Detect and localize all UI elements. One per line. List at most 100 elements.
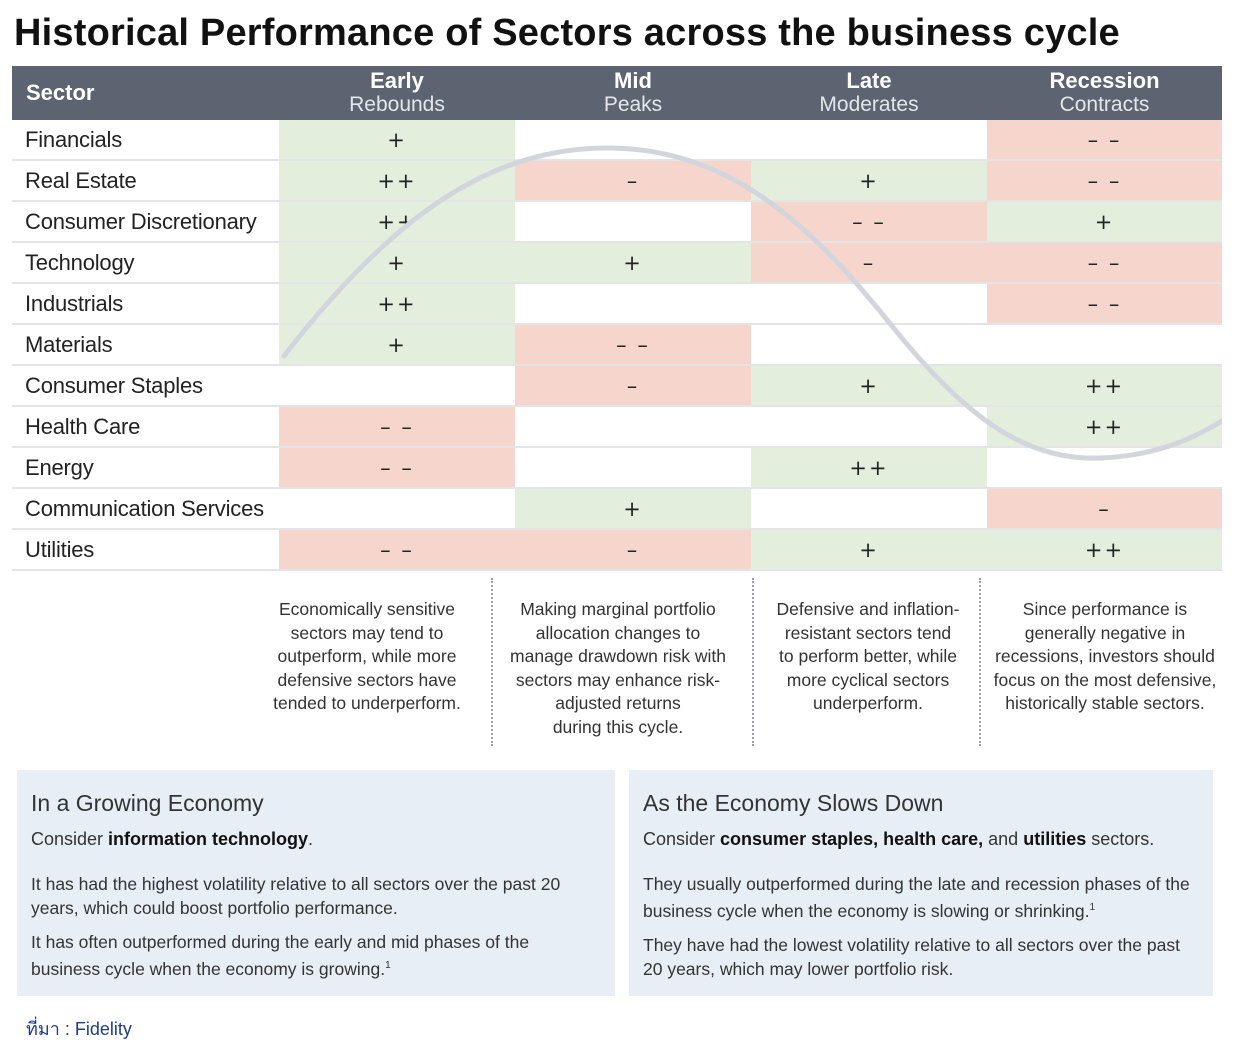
source-credit: ที่มา : Fidelity	[26, 1019, 132, 1039]
panel-consider: Consider information technology.	[31, 829, 601, 850]
performance-symbol: +	[859, 537, 879, 562]
phase-name: Mid	[614, 68, 652, 93]
note-line: sectors may enhance risk-	[515, 669, 721, 690]
performance-cell	[987, 447, 1222, 489]
performance-cell: ++	[279, 283, 515, 325]
performance-cell: +	[279, 242, 515, 284]
note-divider	[752, 578, 754, 746]
performance-cell	[751, 283, 987, 325]
footnote-marker: 1	[1089, 902, 1096, 913]
note-line: Economically sensitive	[278, 599, 456, 619]
sector-performance-table: Sector Early Rebounds Mid Peaks Late Modera…	[12, 66, 1222, 571]
performance-cell: ++	[279, 201, 515, 243]
performance-cell: ++	[987, 529, 1222, 571]
performance-symbol: ++	[849, 455, 889, 480]
paragraph-text: They have had the lowest volatility rela…	[643, 934, 1180, 979]
performance-cell: – –	[987, 120, 1222, 161]
performance-cell: –	[515, 365, 751, 407]
performance-cell: ++	[987, 406, 1222, 448]
table-row: Industrials ++ – –	[12, 283, 1222, 325]
performance-symbol: –	[626, 537, 640, 562]
performance-cell	[751, 324, 987, 366]
performance-cell	[515, 406, 751, 448]
performance-symbol: – –	[380, 414, 414, 439]
note-line: underperform.	[813, 693, 923, 713]
phase-header-mid: Mid Peaks	[515, 66, 751, 120]
phase-notes: Economically sensitive sectors may tend t…	[0, 578, 1236, 748]
performance-cell: – –	[987, 160, 1222, 202]
performance-cell: +	[515, 488, 751, 530]
performance-cell: +	[279, 120, 515, 161]
phase-header-recession: Recession Contracts	[987, 66, 1222, 120]
growing-economy-panel: In a Growing Economy Consider informatio…	[17, 770, 615, 996]
performance-symbol: – –	[1087, 168, 1122, 193]
sector-name: Materials	[12, 324, 279, 366]
performance-symbol: ++	[1084, 537, 1125, 562]
sector-name: Communication Services	[12, 488, 279, 530]
performance-symbol: – –	[1087, 291, 1122, 316]
table-row: Energy – – ++	[12, 447, 1222, 489]
performance-cell: – –	[751, 201, 987, 243]
sector-name: Industrials	[12, 283, 279, 325]
note-line: allocation changes to	[535, 622, 701, 643]
sector-name: Utilities	[12, 529, 279, 571]
performance-cell: +	[987, 201, 1222, 243]
performance-cell: – –	[279, 447, 515, 489]
performance-symbol: +	[623, 250, 643, 275]
panel-heading: As the Economy Slows Down	[643, 790, 944, 816]
note-line: more cyclical sectors	[786, 669, 950, 690]
performance-symbol: –	[862, 250, 876, 275]
performance-cell: +	[751, 529, 987, 571]
performance-cell	[515, 447, 751, 489]
phase-sub: Moderates	[819, 93, 919, 116]
phase-sub: Contracts	[1059, 93, 1150, 116]
performance-symbol: +	[1094, 209, 1115, 234]
note-line: to perform better, while	[779, 646, 957, 666]
paragraph-text: It has often outperformed during the ear…	[31, 932, 530, 979]
phase-sub: Rebounds	[349, 93, 445, 116]
performance-cell: – –	[515, 324, 751, 366]
consider-highlight: information technology	[108, 829, 309, 849]
table-row: Real Estate ++ – + – –	[12, 160, 1222, 202]
note-line: Making marginal portfolio	[520, 599, 716, 619]
sector-name: Technology	[12, 242, 279, 284]
performance-cell	[515, 283, 751, 325]
table-row: Materials + – –	[12, 324, 1222, 366]
note-line: generally negative in	[1024, 622, 1186, 643]
consider-highlight: consumer staples, health care,	[720, 829, 984, 849]
performance-symbol: – –	[380, 455, 414, 480]
note-line: Defensive and inflation-	[776, 599, 960, 619]
performance-cell: ++	[279, 160, 515, 202]
performance-cell: +	[515, 242, 751, 284]
panel-heading: In a Growing Economy	[31, 790, 264, 816]
table-header-row: Sector Early Rebounds Mid Peaks Late Modera…	[12, 66, 1222, 120]
note-divider	[979, 578, 981, 746]
performance-cell	[751, 488, 987, 530]
note-divider	[491, 578, 493, 746]
footnote-marker: 1	[385, 960, 391, 971]
phase-name: Early	[370, 68, 424, 93]
performance-symbol: – –	[616, 332, 650, 357]
consider-suffix: .	[308, 829, 314, 849]
note-line: recessions, investors should	[995, 646, 1215, 666]
performance-cell: –	[751, 242, 987, 284]
note-line: focus on the most defensive,	[993, 669, 1217, 690]
performance-symbol: +	[859, 168, 879, 193]
performance-symbol: –	[626, 373, 640, 398]
note-line: adjusted returns	[555, 693, 681, 713]
note-line: Since performance is	[1022, 599, 1188, 619]
consider-highlight: utilities	[1023, 829, 1087, 849]
performance-symbol: ++	[377, 291, 417, 316]
performance-symbol: – –	[852, 209, 886, 234]
sector-column-header: Sector	[12, 66, 279, 120]
table-row: Utilities – – – + ++	[12, 529, 1222, 571]
performance-symbol: +	[387, 250, 407, 275]
phase-note: Since performance is generally negative i…	[983, 598, 1227, 716]
panel-paragraph: They usually outperformed during the lat…	[643, 872, 1199, 923]
note-line: manage drawdown risk with	[510, 646, 726, 666]
performance-cell: +	[751, 160, 987, 202]
performance-cell: – –	[987, 242, 1222, 284]
performance-cell: – –	[987, 283, 1222, 325]
performance-symbol: +	[859, 373, 879, 398]
phase-header-late: Late Moderates	[751, 66, 987, 120]
